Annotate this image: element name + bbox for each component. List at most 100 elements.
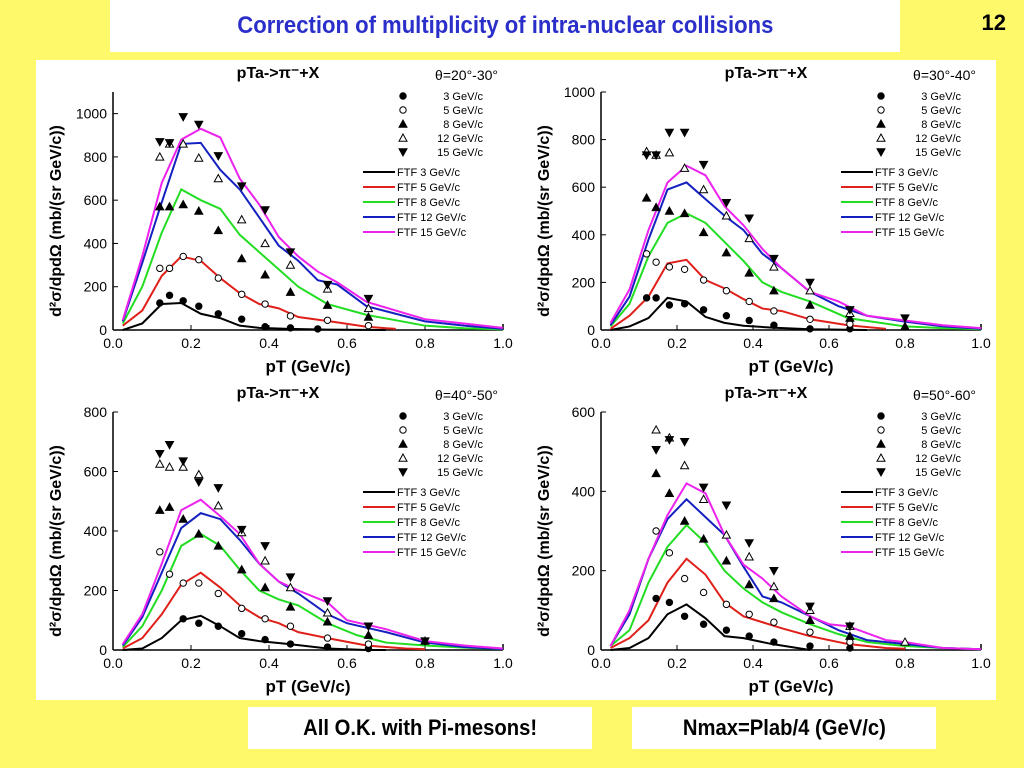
data-point [261,615,269,623]
data-point [236,525,247,535]
data-point [164,139,175,148]
data-point [261,323,269,331]
data-point [154,449,165,459]
data-point [721,501,732,511]
x-tick-label: 0.8 [895,335,915,351]
legend-marker [398,452,408,462]
data-point [722,312,731,320]
legend-marker [877,412,885,420]
slide-title: Correction of multiplicity of intra-nucl… [236,12,774,39]
data-point [195,579,203,587]
data-point [745,610,753,619]
data-point [165,264,174,273]
series-line-ftf-3-gev-c [122,301,387,331]
data-point [179,252,187,261]
data-point [236,182,247,192]
data-point [164,462,175,471]
points-5-gev-c [642,250,854,328]
y-tick-label: 200 [572,563,596,579]
data-point [744,267,755,277]
legend-marker [876,132,886,142]
y-tick-label: 800 [84,149,108,165]
data-point [722,626,731,634]
data-point [769,566,779,576]
data-point [722,287,731,295]
y-tick-label: 400 [84,235,108,251]
data-point [213,152,224,161]
data-point [260,238,270,248]
data-point [154,201,165,211]
chart-title: pTa->π⁻+X [725,385,808,402]
data-point [806,628,814,636]
chart-title: pTa->π⁻+X [237,65,320,82]
x-tick-label: 1.0 [971,655,991,671]
data-point [744,579,755,589]
points-15-gev-c [641,128,910,324]
legend-label: FTF 3 GeV/c [875,167,938,179]
series-line-ftf-8-gev-c [121,187,504,331]
legend-label: FTF 5 GeV/c [875,182,938,194]
data-point [261,635,269,644]
data-point [680,300,689,308]
data-point [238,604,246,613]
data-point [846,638,854,646]
data-point [900,321,910,331]
data-point [323,634,332,642]
data-point [805,299,815,309]
y-tick-label: 400 [572,227,596,243]
data-point [164,502,175,511]
legend-label: 3 GeV/c [921,411,961,423]
y-tick-label: 600 [572,404,596,420]
data-point [322,616,333,626]
y-tick-label: 200 [572,274,596,290]
data-point [805,285,815,295]
data-point [213,484,224,493]
y-tick-label: 0 [587,642,595,658]
points-3-gev-c [179,615,373,653]
data-point [322,597,333,606]
legend-label: 3 GeV/c [443,91,483,103]
data-point [698,160,709,170]
data-point [679,208,690,218]
data-point [213,173,224,183]
data-point [680,574,689,583]
points-3-gev-c [652,594,854,652]
data-point [154,138,165,147]
data-point [260,269,270,279]
data-point [698,184,709,194]
legend-marker [398,148,408,158]
series-line-ftf-15-gev-c [609,482,982,651]
legend-label: FTF 8 GeV/c [397,197,460,209]
y-tick-label: 0 [587,322,595,338]
data-point [260,542,270,551]
caption-nmax: Nmax=Plab/4 (GeV/c) [632,707,936,749]
legend-label: 8 GeV/c [443,439,483,451]
data-point [156,264,164,273]
legend-label: 15 GeV/c [437,467,483,479]
data-point [179,615,187,623]
legend-label: FTF 3 GeV/c [875,487,938,499]
legend-marker [876,452,886,462]
data-point [770,321,778,329]
data-point [805,615,815,624]
legend-marker [876,148,886,158]
chart-theta-50-60: 0.0 0.2 0.4 0.6 0.8 1.0 0 200 400 600 pTa->π⁻+X θ=5… [526,382,992,700]
points-8-gev-c [641,192,910,331]
data-point [641,151,652,161]
data-point [721,210,732,220]
data-point [806,325,814,333]
x-tick-label: 0.2 [667,655,687,671]
x-tick-label: 1.0 [493,655,513,671]
chart-svg: 0.0 0.2 0.4 0.6 0.8 1.0 0 200 400 600 800 1000 pTa->… [536,65,991,376]
data-point [680,265,689,274]
legend-label: FTF 12 GeV/c [875,212,945,224]
data-point [236,564,247,574]
data-point [805,602,815,612]
data-point [236,214,247,224]
legend-marker [399,92,407,100]
series-line-ftf-15-gev-c [121,498,504,650]
legend-label: FTF 3 GeV/c [397,167,460,179]
data-point [322,607,333,617]
legend-label: 15 GeV/c [915,147,961,159]
data-point [214,622,223,630]
